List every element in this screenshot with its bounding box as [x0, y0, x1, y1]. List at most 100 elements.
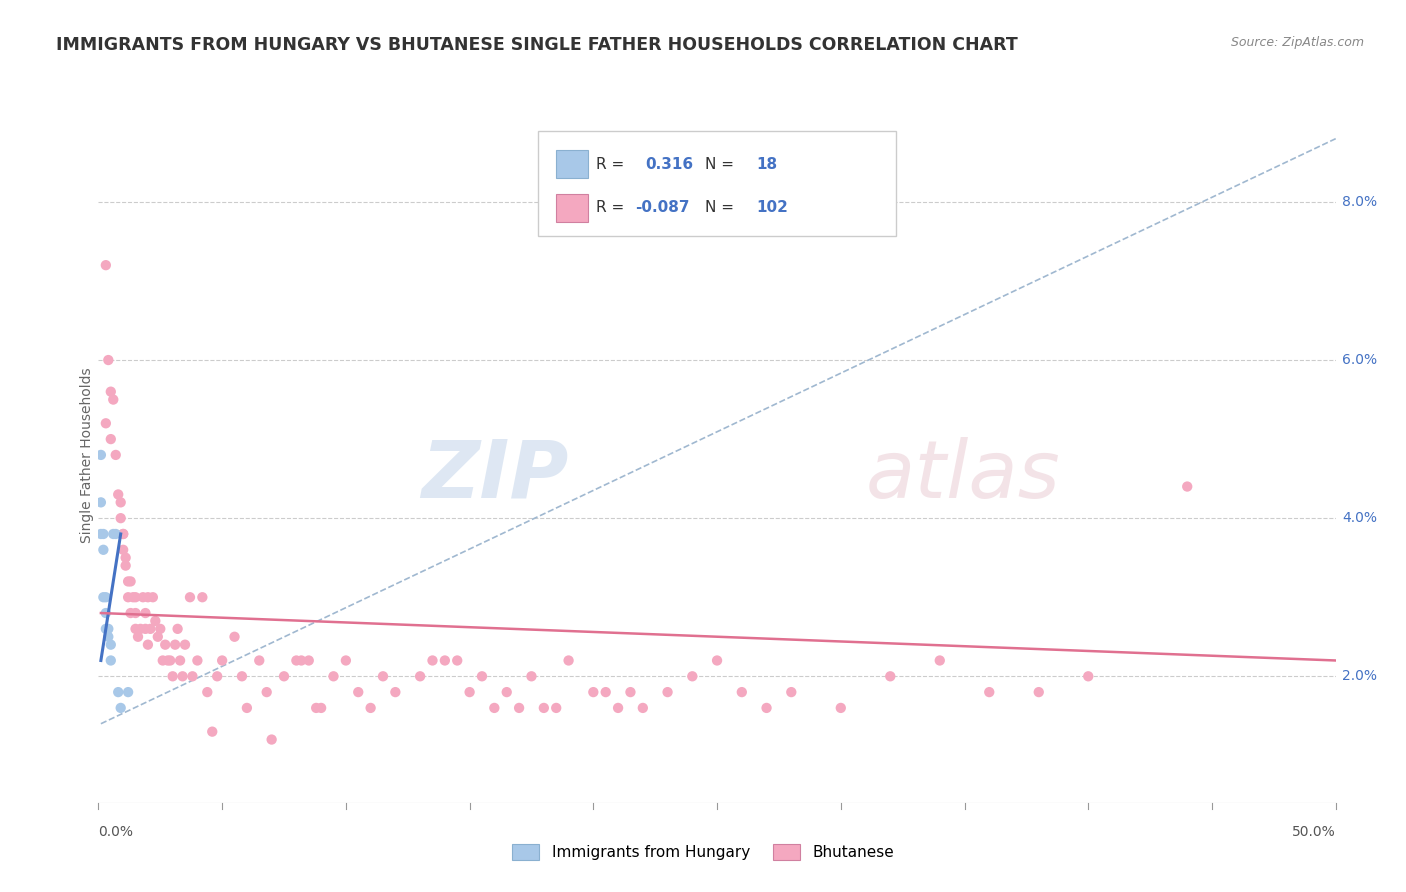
Point	[830, 701, 852, 715]
Point	[162, 669, 184, 683]
Point	[134, 606, 156, 620]
Point	[100, 384, 122, 399]
Point	[94, 258, 117, 272]
Point	[100, 653, 122, 667]
Point	[619, 685, 641, 699]
Text: 6.0%: 6.0%	[1341, 353, 1376, 367]
Point	[446, 653, 468, 667]
Point	[110, 511, 132, 525]
Text: 18: 18	[756, 157, 778, 171]
Point	[142, 591, 165, 605]
Text: N =: N =	[704, 201, 738, 216]
Text: N =: N =	[704, 157, 738, 171]
Point	[211, 653, 233, 667]
Text: 102: 102	[756, 201, 789, 216]
Point	[1175, 479, 1198, 493]
Point	[114, 550, 136, 565]
Point	[100, 432, 122, 446]
Point	[166, 622, 188, 636]
Point	[979, 685, 1001, 699]
Point	[155, 638, 177, 652]
Text: -0.087: -0.087	[636, 201, 690, 216]
Point	[508, 701, 530, 715]
Point	[273, 669, 295, 683]
Text: ZIP: ZIP	[422, 437, 568, 515]
Point	[260, 732, 283, 747]
Point	[104, 448, 127, 462]
Text: R =: R =	[596, 157, 628, 171]
Point	[409, 669, 432, 683]
Point	[94, 622, 117, 636]
Point	[422, 653, 444, 667]
Point	[335, 653, 357, 667]
Point	[107, 487, 129, 501]
Point	[100, 638, 122, 652]
Point	[256, 685, 278, 699]
Point	[117, 574, 139, 589]
Point	[205, 669, 228, 683]
Point	[93, 591, 115, 605]
Point	[780, 685, 803, 699]
Text: atlas: atlas	[866, 437, 1060, 515]
Point	[132, 591, 155, 605]
FancyBboxPatch shape	[557, 150, 588, 178]
Point	[191, 591, 214, 605]
Point	[174, 638, 197, 652]
Point	[127, 630, 149, 644]
Point	[290, 653, 312, 667]
Point	[1028, 685, 1050, 699]
Point	[165, 638, 187, 652]
Point	[755, 701, 778, 715]
Point	[186, 653, 208, 667]
Point	[103, 392, 125, 407]
Point	[97, 622, 120, 636]
Point	[305, 701, 328, 715]
Point	[110, 495, 132, 509]
Point	[322, 669, 344, 683]
Y-axis label: Single Father Households: Single Father Households	[80, 368, 94, 542]
Text: 50.0%: 50.0%	[1292, 825, 1336, 839]
Point	[595, 685, 617, 699]
Text: Source: ZipAtlas.com: Source: ZipAtlas.com	[1230, 36, 1364, 49]
Point	[117, 685, 139, 699]
Point	[97, 353, 120, 368]
Point	[124, 606, 146, 620]
Point	[495, 685, 517, 699]
Point	[124, 591, 146, 605]
Point	[90, 448, 112, 462]
Point	[371, 669, 394, 683]
Point	[285, 653, 308, 667]
Text: 0.316: 0.316	[645, 157, 693, 171]
Point	[433, 653, 456, 667]
Point	[247, 653, 270, 667]
Point	[136, 591, 159, 605]
FancyBboxPatch shape	[537, 131, 897, 235]
Point	[582, 685, 605, 699]
Point	[309, 701, 332, 715]
Point	[533, 701, 555, 715]
Point	[112, 527, 135, 541]
Text: 0.0%: 0.0%	[98, 825, 134, 839]
Point	[458, 685, 481, 699]
Point	[179, 591, 201, 605]
Point	[195, 685, 218, 699]
Point	[103, 527, 125, 541]
Point	[236, 701, 259, 715]
Point	[139, 622, 162, 636]
Text: 8.0%: 8.0%	[1341, 195, 1376, 209]
Point	[136, 638, 159, 652]
Point	[546, 701, 568, 715]
Point	[149, 622, 172, 636]
Point	[181, 669, 204, 683]
Point	[471, 669, 494, 683]
Point	[731, 685, 754, 699]
Point	[156, 653, 179, 667]
Point	[928, 653, 950, 667]
Point	[112, 527, 135, 541]
Point	[879, 669, 901, 683]
Point	[224, 630, 246, 644]
Point	[706, 653, 728, 667]
Point	[94, 591, 117, 605]
FancyBboxPatch shape	[557, 194, 588, 222]
Point	[360, 701, 382, 715]
